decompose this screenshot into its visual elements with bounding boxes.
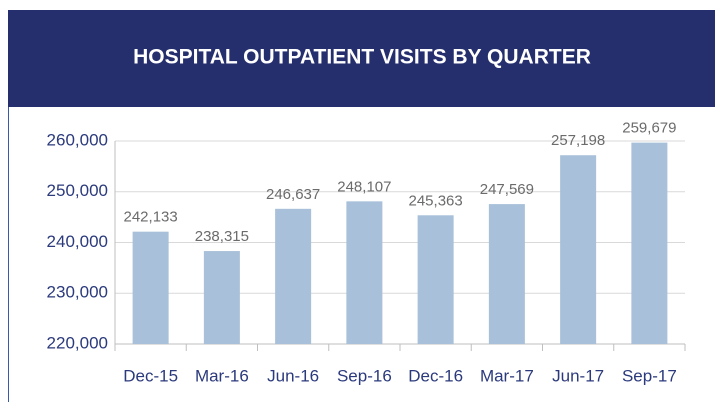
x-tick-label: Jun-17 xyxy=(552,366,604,385)
bar xyxy=(132,231,169,344)
x-tick-label: Sep-16 xyxy=(337,366,392,385)
x-tick-label: Mar-17 xyxy=(480,366,534,385)
bar xyxy=(631,142,668,344)
y-tick-label: 240,000 xyxy=(47,232,108,251)
value-label: 247,569 xyxy=(480,181,534,198)
bar xyxy=(203,251,240,344)
value-label: 242,133 xyxy=(124,209,178,226)
x-tick-label: Jun-16 xyxy=(267,366,319,385)
chart-title: HOSPITAL OUTPATIENT VISITS BY QUARTER xyxy=(133,46,591,69)
value-label: 245,363 xyxy=(409,192,463,209)
bar xyxy=(560,155,597,344)
value-label: 257,198 xyxy=(551,132,605,149)
header-band xyxy=(8,10,715,107)
y-tick-label: 250,000 xyxy=(47,181,108,200)
bar xyxy=(488,204,525,344)
value-label: 248,107 xyxy=(337,178,391,195)
y-tick-label: 220,000 xyxy=(47,333,108,352)
bar xyxy=(275,208,312,344)
bar xyxy=(346,201,383,344)
value-label: 238,315 xyxy=(195,228,249,245)
y-tick-label: 260,000 xyxy=(47,130,108,149)
x-tick-label: Dec-16 xyxy=(408,366,463,385)
bar xyxy=(417,215,454,344)
value-label: 259,679 xyxy=(622,120,676,137)
x-tick-label: Sep-17 xyxy=(622,366,677,385)
y-tick-label: 230,000 xyxy=(47,283,108,302)
value-label: 246,637 xyxy=(266,186,320,203)
x-tick-label: Dec-15 xyxy=(123,366,178,385)
x-tick-label: Mar-16 xyxy=(195,366,249,385)
